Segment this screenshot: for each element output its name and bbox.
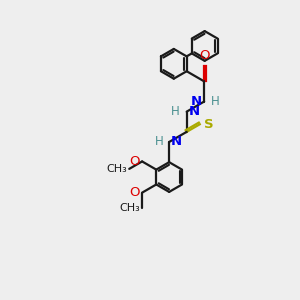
Text: N: N bbox=[191, 95, 202, 108]
Text: S: S bbox=[204, 118, 213, 131]
Text: H: H bbox=[171, 105, 180, 118]
Text: O: O bbox=[129, 186, 140, 199]
Text: H: H bbox=[155, 136, 164, 148]
Text: O: O bbox=[129, 155, 140, 168]
Text: CH₃: CH₃ bbox=[106, 164, 127, 174]
Text: N: N bbox=[171, 136, 182, 148]
Text: O: O bbox=[199, 49, 209, 62]
Text: H: H bbox=[211, 95, 219, 108]
Text: N: N bbox=[188, 105, 200, 118]
Text: CH₃: CH₃ bbox=[119, 202, 140, 212]
